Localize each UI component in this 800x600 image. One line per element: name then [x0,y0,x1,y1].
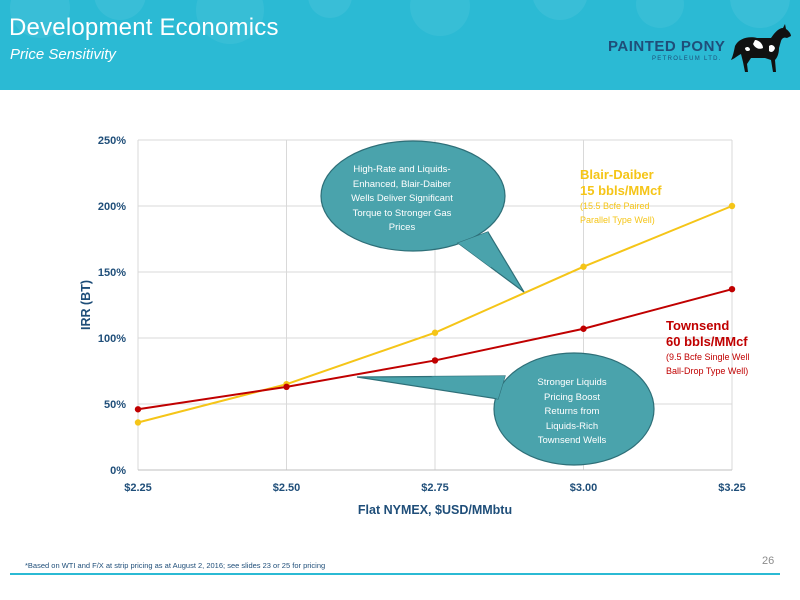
series-note-line: Ball-Drop Type Well) [666,366,749,376]
series-name-line: Townsend [666,318,730,333]
footer-divider [10,573,780,575]
callout-text-line: Wells Deliver Significant [351,193,453,204]
y-tick-label: 50% [104,399,126,411]
data-point-blair-daiber [134,419,142,426]
x-tick-label: $2.75 [421,482,449,494]
y-axis-title: IRR (BT) [79,280,93,330]
series-note-line: (9.5 Bcfe Single Well [666,352,750,362]
callout-text-line: Enhanced, Blair-Daiber [352,178,452,190]
callout-blair-daiber-text: High-Rate and Liquids- Enhanced, Blair-Da… [332,163,472,236]
y-tick-label: 0% [110,465,126,477]
series-note-line: Parallel Type Well) [580,215,655,225]
y-tick-label: 200% [98,201,126,213]
header-bubble-pattern [10,0,790,44]
callout-text-line: Prices [388,222,416,233]
x-tick-label: $3.00 [570,482,598,494]
y-tick-label: 150% [98,267,126,279]
callout-text-line: Pricing Boost [544,391,600,403]
series-label-blair-daiber: Blair-Daiber 15 bbls/MMcf (15.5 Bcfe Paire… [580,167,662,227]
data-point-townsend [431,357,439,364]
horse-icon [731,24,791,72]
callout-text-line: Townsend Wells [537,435,607,446]
data-point-blair-daiber [728,202,736,210]
callout-townsend-text: Stronger Liquids Pricing Boost Returns fro… [502,376,642,449]
logo-name: PAINTED PONY [608,38,726,55]
data-point-townsend [134,406,142,413]
series-note-line: (15.5 Bcfe Paired [580,201,650,211]
callout-blair-daiber-bubble [320,140,506,252]
callout-text-line: Torque to Stronger Gas [352,207,452,219]
callout-townsend-bubble [493,352,655,466]
x-tick-label: $2.25 [124,482,152,494]
callout-text-line: Returns from [544,406,600,417]
callout-townsend-pointer-fill [431,376,505,399]
page-number: 26 [762,555,775,567]
footnote: *Based on WTI and F/X at strip pricing a… [25,561,326,570]
callout-text-line: High-Rate and Liquids- [353,164,451,175]
slide-title: Development Economics [9,14,279,41]
data-point-townsend [728,285,736,293]
logo-subtitle: PETROLEUM LTD. [652,56,722,62]
data-point-blair-daiber [431,329,439,336]
slide-header: Development Economics Price Sensitivity [0,0,800,90]
series-label-townsend: Townsend 60 bbls/MMcf (9.5 Bcfe Single Wel… [666,318,749,378]
data-point-blair-daiber [580,263,587,270]
x-tick-label: $2.50 [273,482,301,494]
callout-blair-daiber-pointer-fill [458,232,491,268]
y-tick-label: 100% [98,333,126,345]
data-point-townsend [580,325,587,332]
x-tick-label: $3.25 [718,482,746,494]
company-logo: PAINTED PONY PETROLEUM LTD. [608,24,793,74]
callout-text-line: Stronger Liquids [537,377,607,388]
series-name-line: Blair-Daiber [580,167,654,182]
slide-subtitle: Price Sensitivity [10,46,116,63]
data-point-townsend [283,383,290,391]
series-name-line: 15 bbls/MMcf [580,183,662,198]
series-name-line: 60 bbls/MMcf [666,334,748,349]
y-tick-label: 250% [98,135,126,147]
callout-text-line: Liquids-Rich [545,420,599,432]
x-axis-title: Flat NYMEX, $USD/MMbtu [358,503,512,517]
